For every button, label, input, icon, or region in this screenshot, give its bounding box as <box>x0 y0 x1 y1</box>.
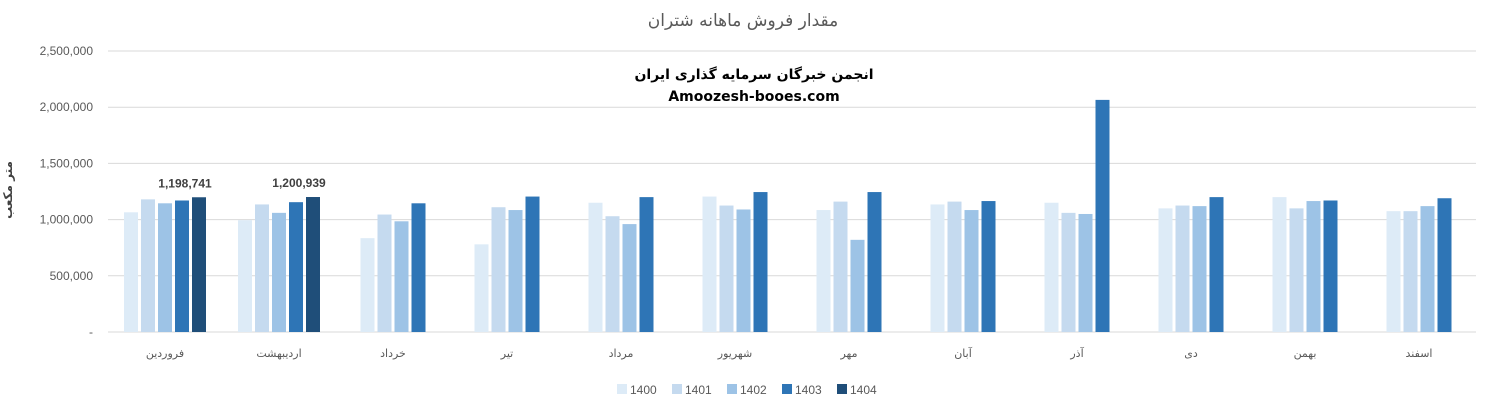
x-category-label: فروردین <box>146 347 184 360</box>
bar-1401 <box>255 204 269 332</box>
legend-label: 1402 <box>740 383 767 397</box>
legend-swatch <box>727 384 737 394</box>
legend-swatch <box>837 384 847 394</box>
bar-1400 <box>1386 211 1401 332</box>
x-axis-categories: فروردین اردیبهشت خرداد تیر مرداد شهریور مهر آبا… <box>146 346 1433 360</box>
chart-title: مقدار فروش ماهانه شتران <box>648 11 838 31</box>
bar-1401 <box>1403 211 1418 332</box>
watermark-title: انجمن خبرگان سرمایه گذاری ایران <box>634 66 873 83</box>
bar-1400 <box>816 210 831 332</box>
x-category-label: شهریور <box>717 347 752 360</box>
legend-label: 1404 <box>850 383 877 397</box>
bars <box>124 99 1452 332</box>
x-category-label: مهر <box>839 347 857 360</box>
legend-swatch <box>617 384 627 394</box>
bar-1400 <box>360 238 375 332</box>
bar-1401 <box>833 201 848 332</box>
bar-1403 <box>525 196 540 332</box>
y-axis-ticks: - 500,000 1,000,000 1,500,000 2,000,000 2,500… <box>40 44 94 339</box>
bar-1402 <box>394 221 409 332</box>
bar-1400 <box>1272 197 1287 332</box>
legend-label: 1403 <box>795 383 822 397</box>
y-tick-label: 500,000 <box>50 269 94 283</box>
bar-1400 <box>1158 208 1173 332</box>
bar-1402 <box>622 224 637 332</box>
legend-label: 1401 <box>685 383 712 397</box>
y-tick-label: 2,000,000 <box>40 100 94 114</box>
x-category-label: دی <box>1184 347 1198 360</box>
bar-1402 <box>158 203 172 332</box>
bar-1402 <box>850 239 865 332</box>
legend-label: 1400 <box>630 383 657 397</box>
bar-1403 <box>639 197 654 332</box>
gridlines <box>108 50 1476 333</box>
bar-1402 <box>964 210 979 332</box>
data-labels: 1,198,741 1,200,939 <box>158 176 326 190</box>
bar-1400 <box>1044 202 1059 332</box>
bar-1401 <box>719 205 734 332</box>
bar-1402 <box>272 212 286 332</box>
bar-1402 <box>1420 206 1435 332</box>
bar-1401 <box>491 207 506 332</box>
bar-1403 <box>981 201 996 332</box>
legend-swatch <box>782 384 792 394</box>
bar-1401 <box>1289 208 1304 332</box>
bar-1401 <box>377 214 392 332</box>
bar-1401 <box>1175 205 1190 332</box>
bar-1403 <box>1095 99 1110 332</box>
x-category-label: مرداد <box>609 347 634 360</box>
data-label: 1,198,741 <box>158 176 212 190</box>
y-axis-label: متر مکعب <box>1 161 15 219</box>
bar-1400 <box>588 202 603 332</box>
x-category-label: آبان <box>954 346 972 360</box>
y-tick-label: 1,500,000 <box>40 156 94 170</box>
x-category-label: اسفند <box>1406 347 1433 360</box>
legend: 1400 1401 1402 1403 1404 <box>617 383 877 397</box>
bar-1401 <box>141 199 155 332</box>
watermark-url: Amoozesh-booes.com <box>668 89 839 105</box>
x-category-label: آذر <box>1069 346 1084 360</box>
bar-1400 <box>474 244 489 332</box>
bar-1402 <box>1306 201 1321 332</box>
bar-1403 <box>753 192 768 332</box>
y-tick-label: 1,000,000 <box>40 213 94 227</box>
bar-1402 <box>1192 206 1207 332</box>
x-category-label: تیر <box>500 347 513 360</box>
bar-1400 <box>702 196 717 332</box>
bar-1403 <box>1437 198 1452 332</box>
y-tick-label: - <box>89 325 93 339</box>
data-label: 1,200,939 <box>272 176 326 190</box>
bar-1402 <box>508 210 523 332</box>
legend-swatch <box>672 384 682 394</box>
bar-1401 <box>605 216 620 332</box>
x-category-label: خرداد <box>380 347 406 360</box>
x-category-label: اردیبهشت <box>256 347 301 360</box>
x-category-label: بهمن <box>1294 347 1317 360</box>
bar-1404 <box>192 197 206 332</box>
bar-1400 <box>238 220 252 332</box>
bar-1400 <box>930 204 945 332</box>
bar-1403 <box>1209 197 1224 332</box>
bar-1403 <box>289 202 303 332</box>
bar-1403 <box>1323 200 1338 332</box>
bar-1404 <box>306 197 320 332</box>
y-tick-label: 2,500,000 <box>40 44 94 58</box>
bar-1402 <box>1078 213 1093 332</box>
bar-1403 <box>411 203 426 332</box>
bar-1401 <box>1061 212 1076 332</box>
bar-1403 <box>175 200 189 332</box>
bar-1400 <box>124 212 138 332</box>
bar-1401 <box>947 201 962 332</box>
bar-1403 <box>867 192 882 332</box>
bar-1402 <box>736 209 751 332</box>
